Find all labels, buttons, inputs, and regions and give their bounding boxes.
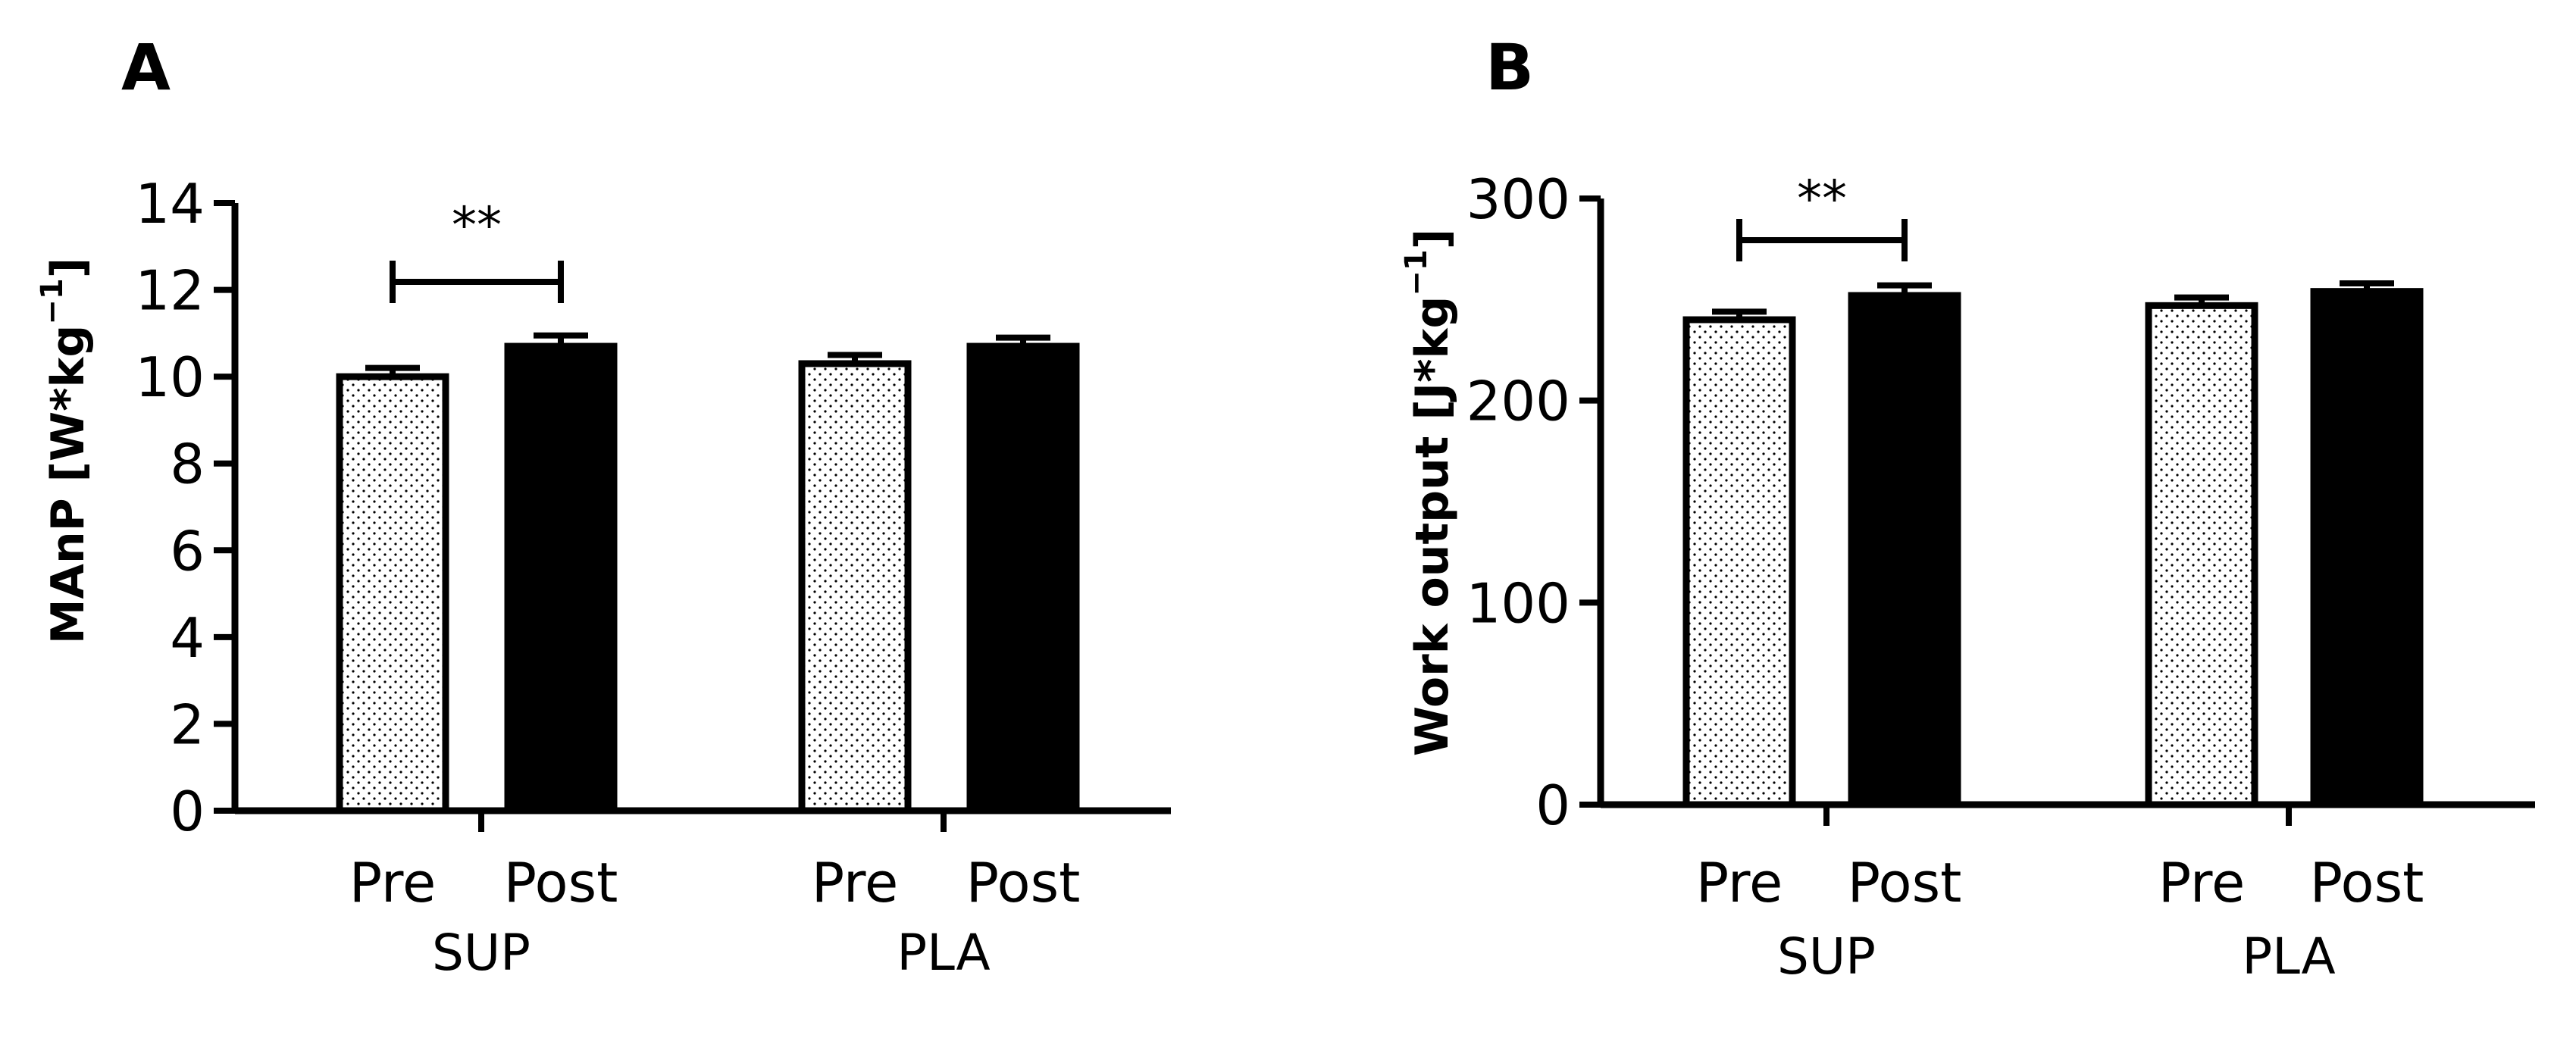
y-tick-label: 4 [170, 606, 205, 670]
group-label: PLA [897, 924, 990, 982]
category-label: Pre [812, 851, 898, 914]
bar-pre-sup [336, 373, 449, 814]
significance-label: ** [1797, 170, 1847, 228]
bar-pre-pla [2145, 302, 2258, 808]
y-tick-label: 14 [135, 172, 205, 236]
y-axis-title: Work output [J*kg−1] [1399, 229, 1459, 756]
bar-post-pla [2310, 288, 2424, 808]
category-label: Post [2310, 851, 2424, 914]
y-tick-label: 2 [170, 693, 205, 756]
bar-post-sup [1848, 292, 1961, 808]
panel-letter: A [121, 30, 171, 105]
chart-marks: 0 100 200 300 Pre Post SUP Pre Post PLA ** [1466, 167, 2535, 986]
category-label: Pre [349, 851, 436, 914]
y-tick-label: 100 [1466, 571, 1570, 635]
bar-chart-a: A MAnP [W*kg−1] 0 2 4 6 8 10 12 14 Pre Post SUP Pre… [35, 30, 1171, 982]
y-tick-label: 200 [1466, 370, 1570, 433]
category-label: Pre [1696, 851, 1783, 914]
category-label: Pre [2158, 851, 2245, 914]
y-tick-label: 6 [170, 519, 205, 583]
bar-post-pla [966, 342, 1080, 814]
panel-letter: B [1485, 30, 1534, 105]
group-label: PLA [2242, 927, 2335, 986]
category-label: Post [966, 851, 1081, 914]
y-tick-label: 0 [170, 780, 205, 843]
bar-post-sup [504, 342, 618, 814]
group-label: SUP [432, 924, 531, 982]
category-label: Post [504, 851, 618, 914]
category-label: Post [1848, 851, 1962, 914]
bar-pre-sup [1682, 316, 1796, 808]
y-tick-label: 10 [135, 345, 205, 409]
y-axis-title: MAnP [W*kg−1] [35, 258, 95, 644]
bar-pre-pla [798, 360, 912, 814]
chart-panel-a: A MAnP [W*kg−1] 0 2 4 6 8 10 12 14 Pre Post SUP Pre… [35, 30, 1171, 982]
group-label: SUP [1777, 927, 1876, 986]
y-tick-label: 12 [135, 259, 205, 323]
y-tick-label: 8 [170, 433, 205, 496]
y-tick-label: 0 [1535, 774, 1570, 837]
chart-panel-b: B Work output [J*kg−1] 0 100 200 300 Pre Post… [1288, 0, 2576, 1063]
significance-label: ** [452, 196, 502, 255]
chart-marks: 0 2 4 6 8 10 12 14 Pre Post SUP Pre Post PLA ** [135, 172, 1171, 982]
y-tick-label: 300 [1466, 167, 1570, 231]
bar-chart-b: B Work output [J*kg−1] 0 100 200 300 Pre Post… [1399, 30, 2535, 986]
